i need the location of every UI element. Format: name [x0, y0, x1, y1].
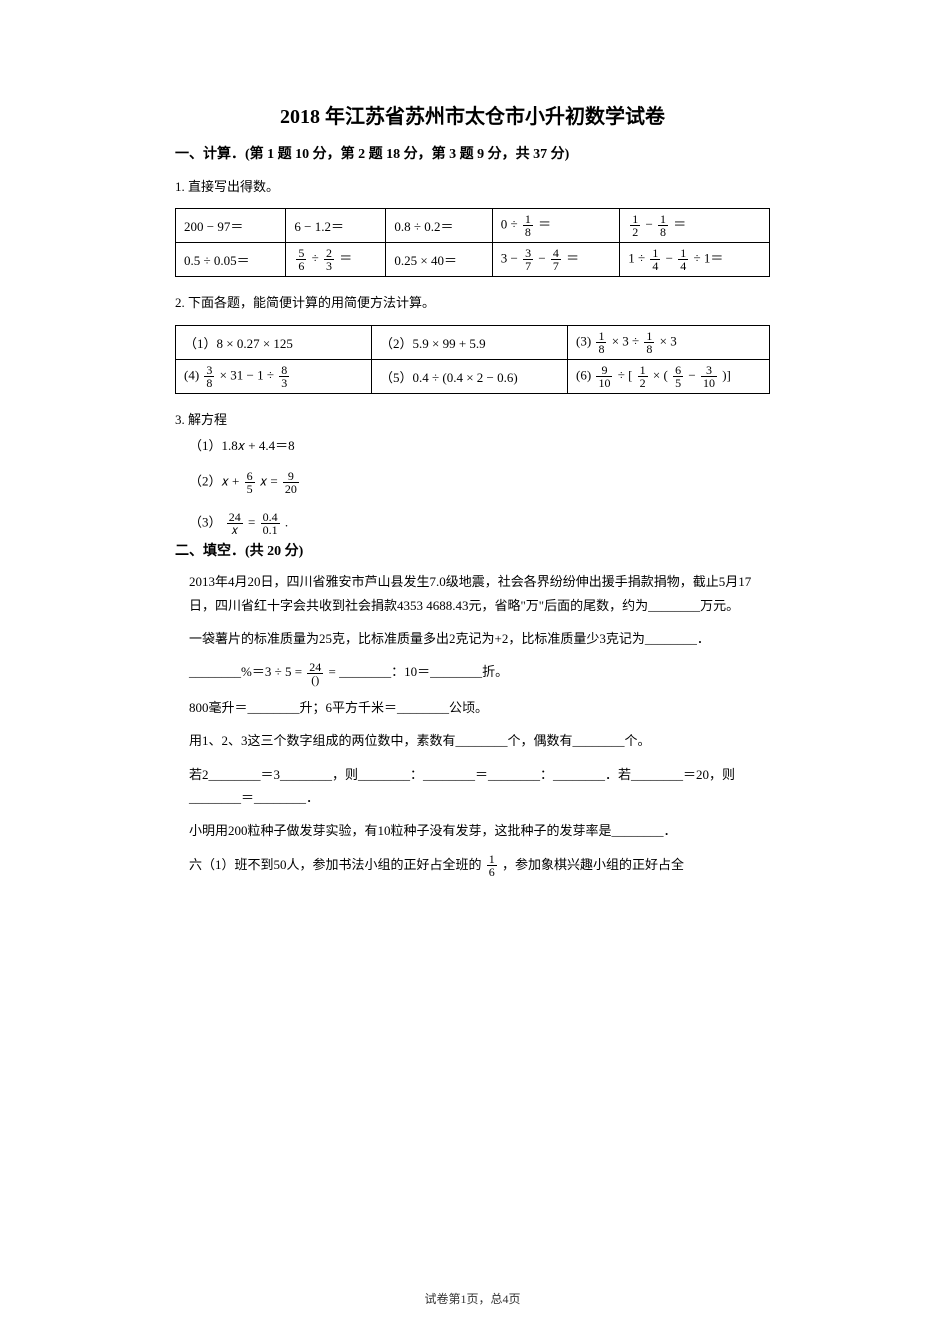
q2-r1c0: (4) 38 × 31 − 1 ÷ 83	[176, 359, 372, 393]
q3-label: 3. 解方程	[175, 408, 770, 431]
section-1-heading: 一、计算．(第 1 题 10 分，第 2 题 18 分，第 3 题 9 分，共 …	[175, 143, 770, 163]
text: （3）	[189, 515, 222, 530]
q2-table: （1）8 × 0.27 × 125 （2）5.9 × 99 + 5.9 (3) …	[175, 325, 770, 394]
q1-r0c2: 0.8 ÷ 0.2＝	[386, 209, 492, 243]
fraction: 14	[678, 247, 688, 272]
text: −	[688, 367, 695, 382]
q5: 一袋薯片的标准质量为25克，比标准质量多出2克记为+2，比标准质量少3克记为__…	[189, 627, 770, 650]
q1-r0c1: 6 − 1.2＝	[286, 209, 386, 243]
fraction: 37	[523, 247, 533, 272]
text: ÷ [	[618, 367, 633, 382]
q2-r0c2: (3) 18 × 3 ÷ 18 × 3	[568, 325, 770, 359]
text: ＝	[339, 251, 352, 266]
fraction: 910	[596, 364, 612, 389]
text: ________%＝3 ÷ 5 =	[189, 664, 302, 679]
text: ＝	[673, 217, 686, 232]
text: 0 ÷	[501, 217, 518, 232]
q1-r0c0: 200 − 97＝	[176, 209, 286, 243]
q3-eq2: （2）𝑥 + 65 𝑥 = 920	[189, 470, 770, 495]
q11: 六（1）班不到50人，参加书法小组的正好占全班的 16 ，参加象棋兴趣小组的正好…	[189, 853, 770, 879]
fraction: 56	[296, 247, 306, 272]
q1-r1c2: 0.25 × 40＝	[386, 243, 492, 277]
fraction: 310	[701, 364, 717, 389]
fraction: 83	[279, 364, 289, 389]
q1-r0c4: 12 − 18 ＝	[620, 209, 770, 243]
text: −	[666, 251, 673, 266]
fraction: 12	[630, 213, 640, 238]
q1-r1c0: 0.5 ÷ 0.05＝	[176, 243, 286, 277]
text: .	[285, 515, 288, 530]
fraction: 0.40.1	[261, 511, 280, 536]
q6: ________%＝3 ÷ 5 = 24() = ________：10＝___…	[189, 660, 770, 686]
text: 3 −	[501, 251, 518, 266]
fraction: 47	[551, 247, 561, 272]
fraction: 65	[673, 364, 683, 389]
exam-page: 2018 年江苏省苏州市太仓市小升初数学试卷 一、计算．(第 1 题 10 分，…	[0, 0, 945, 1337]
q4: 2013年4月20日，四川省雅安市芦山县发生7.0级地震，社会各界纷纷伸出援手捐…	[189, 570, 770, 617]
q8: 用1、2、3这三个数字组成的两位数中，素数有________个，偶数有_____…	[189, 729, 770, 752]
fraction: 18	[644, 330, 654, 355]
text: × 31 − 1 ÷	[220, 367, 274, 382]
fraction: 16	[487, 853, 497, 878]
q1-table: 200 − 97＝ 6 − 1.2＝ 0.8 ÷ 0.2＝ 0 ÷ 18 ＝ 1…	[175, 208, 770, 277]
fraction: 18	[596, 330, 606, 355]
q10: 小明用200粒种子做发芽实验，有10粒种子没有发芽，这批种子的发芽率是_____…	[189, 819, 770, 842]
page-footer: 试卷第1页，总4页	[0, 1290, 945, 1307]
text: =	[248, 515, 255, 530]
q2-label: 2. 下面各题，能简便计算的用简便方法计算。	[175, 291, 770, 314]
text: × 3	[660, 333, 677, 348]
text: ＝	[538, 217, 551, 232]
text: ＝	[566, 251, 579, 266]
section-2-heading: 二、填空．(共 20 分)	[175, 540, 770, 560]
q2-r0c0: （1）8 × 0.27 × 125	[176, 325, 372, 359]
text: = ________：10＝________折。	[329, 664, 509, 679]
text: ÷ 1＝	[693, 251, 723, 266]
q1-r1c1: 56 ÷ 23 ＝	[286, 243, 386, 277]
q3-eq1: （1）1.8𝑥 + 4.4＝8	[189, 435, 770, 454]
q7: 800毫升＝________升；6平方千米＝________公顷。	[189, 696, 770, 719]
text: )]	[722, 367, 731, 382]
text: ÷	[312, 251, 319, 266]
text: 六（1）班不到50人，参加书法小组的正好占全班的	[189, 857, 482, 872]
fraction: 24()	[307, 661, 323, 686]
q1-r1c4: 1 ÷ 14 − 14 ÷ 1＝	[620, 243, 770, 277]
text: × (	[653, 367, 668, 382]
fraction: 23	[324, 247, 334, 272]
text: (4)	[184, 367, 199, 382]
fraction: 38	[204, 364, 214, 389]
q2-r0c1: （2）5.9 × 99 + 5.9	[372, 325, 568, 359]
text: (6)	[576, 367, 591, 382]
fraction: 18	[658, 213, 668, 238]
text: −	[538, 251, 545, 266]
fraction: 14	[650, 247, 660, 272]
q9: 若2________＝3________，则________：________＝…	[189, 763, 770, 810]
page-title: 2018 年江苏省苏州市太仓市小升初数学试卷	[175, 100, 770, 129]
q2-r1c2: (6) 910 ÷ [ 12 × ( 65 − 310 )]	[568, 359, 770, 393]
q1-r0c3: 0 ÷ 18 ＝	[492, 209, 619, 243]
fraction: 24𝑥	[227, 511, 243, 536]
q3-eq3: （3） 24𝑥 = 0.40.1 .	[189, 511, 770, 536]
text: × 3 ÷	[612, 333, 639, 348]
text: (3)	[576, 333, 591, 348]
text: 1 ÷	[628, 251, 645, 266]
q1-r1c3: 3 − 37 − 47 ＝	[492, 243, 619, 277]
fraction: 12	[638, 364, 648, 389]
text: （2）𝑥 +	[189, 474, 239, 489]
text: −	[645, 217, 652, 232]
fraction: 18	[523, 213, 533, 238]
q2-r1c1: （5）0.4 ÷ (0.4 × 2 − 0.6)	[372, 359, 568, 393]
fraction: 920	[283, 470, 299, 495]
text: 𝑥 =	[260, 474, 278, 489]
fraction: 65	[245, 470, 255, 495]
text: ，参加象棋兴趣小组的正好占全	[502, 857, 684, 872]
q1-label: 1. 直接写出得数。	[175, 175, 770, 198]
